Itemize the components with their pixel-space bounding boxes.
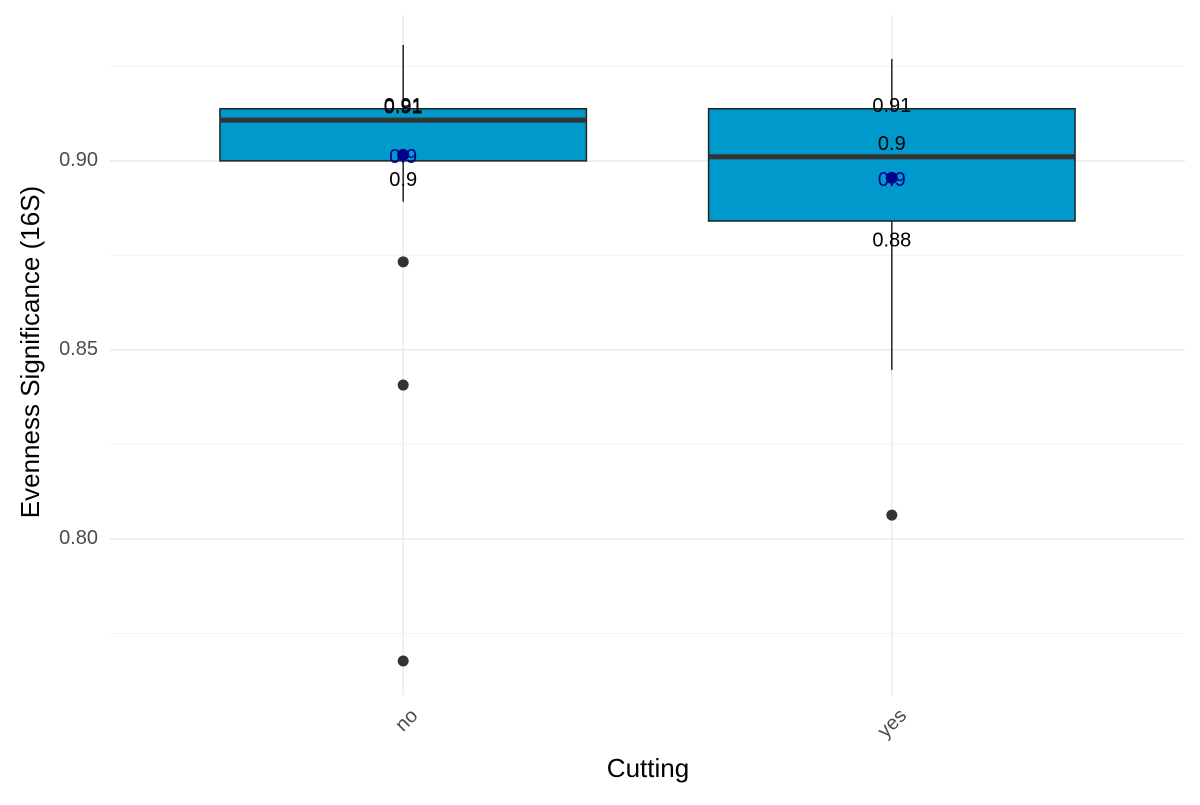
q3-label: 0.91 — [872, 95, 911, 117]
median-label: 0.91 — [384, 96, 423, 118]
outlier — [886, 509, 898, 521]
mean-point — [885, 171, 898, 184]
median-label: 0.9 — [878, 133, 906, 155]
mean-label: 0.9 — [389, 146, 417, 168]
box — [707, 107, 1076, 222]
y-tick-label: 0.85 — [59, 338, 98, 360]
q1-label: 0.9 — [389, 169, 417, 191]
y-tick-label: 0.80 — [59, 527, 98, 549]
x-tick-label: no — [391, 705, 422, 736]
mean-point — [397, 148, 410, 161]
q3-label: 0.91 — [384, 95, 423, 117]
y-tick-label: 0.90 — [59, 149, 98, 171]
q1-label: 0.88 — [872, 229, 911, 251]
mean-label: 0.9 — [878, 169, 906, 191]
outlier — [397, 379, 409, 391]
x-tick-label: yes — [874, 705, 912, 743]
outlier — [397, 655, 409, 667]
y-axis-title: Evenness Significance (16S) — [15, 186, 45, 518]
x-axis-title: Cutting — [607, 753, 689, 783]
outlier — [397, 256, 409, 268]
